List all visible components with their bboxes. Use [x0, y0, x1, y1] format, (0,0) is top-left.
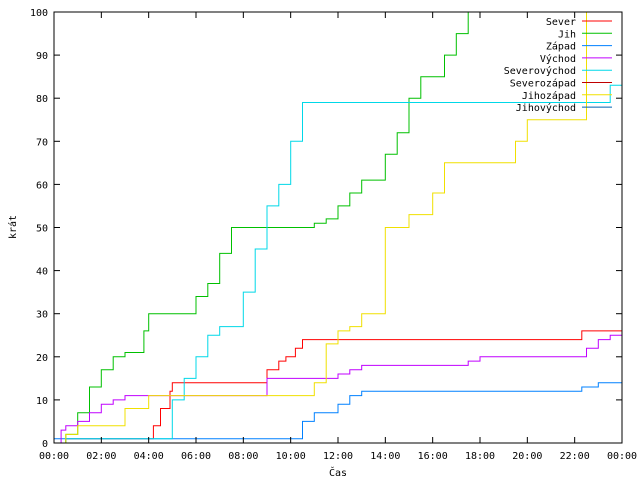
- y-tick-label: 30: [36, 310, 48, 321]
- legend-label: Severovýchod: [504, 65, 576, 77]
- x-tick-label: 02:00: [86, 451, 116, 462]
- series-line-5: [54, 84, 622, 444]
- legend-label: Východ: [540, 53, 576, 65]
- y-tick-label: 20: [36, 353, 48, 364]
- legend-label: Jih: [558, 29, 576, 40]
- legend-label: Západ: [546, 41, 576, 53]
- y-tick-label: 40: [36, 267, 48, 278]
- legend-label: Sever: [546, 17, 576, 28]
- y-tick-label: 100: [30, 8, 48, 19]
- series-line-1: [54, 330, 622, 444]
- x-tick-label: 18:00: [465, 451, 495, 462]
- series-line-4: [54, 334, 622, 444]
- legend-label: Jihozápad: [522, 90, 576, 102]
- x-tick-label: 00:00: [607, 451, 637, 462]
- x-tick-label: 16:00: [418, 451, 448, 462]
- y-tick-label: 70: [36, 137, 48, 148]
- series-line-3: [54, 382, 622, 440]
- x-tick-label: 00:00: [39, 451, 69, 462]
- x-tick-label: 08:00: [228, 451, 258, 462]
- tick-layer: 00:00 02:00 04:00 06:00 08:00 10:00 12:00 14:00…: [30, 8, 637, 462]
- y-tick-label: 60: [36, 180, 48, 191]
- x-tick-label: 22:00: [560, 451, 590, 462]
- y-tick-label: 0: [42, 439, 48, 450]
- x-tick-label: 12:00: [323, 451, 353, 462]
- y-tick-label: 90: [36, 51, 48, 62]
- y-axis-label: krát: [7, 215, 19, 239]
- y-tick-label: 50: [36, 224, 48, 235]
- x-tick-label: 20:00: [512, 451, 542, 462]
- x-tick-label: 06:00: [181, 451, 211, 462]
- legend-label: Jihovýchod: [516, 102, 576, 114]
- series-line-7: [54, 11, 622, 444]
- x-tick-label: 14:00: [370, 451, 400, 462]
- series-line-2: [54, 12, 469, 444]
- x-tick-label: 04:00: [134, 451, 164, 462]
- y-tick-label: 10: [36, 396, 48, 407]
- legend: SeverJihZápadVýchodSeverovýchodSeverozáp…: [504, 17, 612, 114]
- y-tick-label: 80: [36, 94, 48, 105]
- x-axis-label: Čas: [329, 466, 347, 479]
- x-tick-label: 10:00: [276, 451, 306, 462]
- legend-label: Severozápad: [510, 78, 576, 90]
